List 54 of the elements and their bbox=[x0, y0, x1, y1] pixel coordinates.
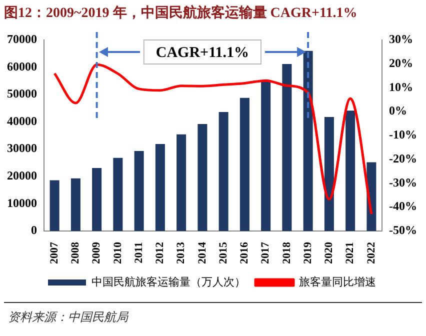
bar bbox=[50, 180, 60, 231]
x-tick-label: 2014 bbox=[196, 242, 208, 264]
x-tick-label: 2008 bbox=[70, 242, 82, 264]
bar bbox=[324, 116, 334, 231]
y2-tick-label: -50% bbox=[389, 223, 418, 238]
bar bbox=[155, 144, 165, 231]
annotation: CAGR+11.1% bbox=[156, 44, 250, 61]
y2-tick-label: 10% bbox=[389, 80, 414, 94]
x-tick-label: 2017 bbox=[260, 242, 272, 264]
x-tick-label: 2022 bbox=[365, 242, 378, 264]
y-tick-label: 10000 bbox=[7, 196, 37, 210]
x-tick-label: 2013 bbox=[175, 242, 188, 264]
bar bbox=[261, 80, 271, 231]
y2-tick-label: 20% bbox=[389, 56, 414, 70]
y-tick-label: 30000 bbox=[7, 141, 37, 156]
y-tick-label: 60000 bbox=[7, 59, 37, 74]
y-tick-label: 0 bbox=[31, 223, 37, 238]
x-tick-label: 2011 bbox=[132, 242, 145, 264]
bar bbox=[92, 168, 102, 231]
bar bbox=[303, 50, 313, 231]
bar bbox=[70, 178, 80, 231]
chart-title: 图12：2009~2019 年，中国民航旅客运输量 CAGR+11.1% bbox=[4, 4, 358, 22]
x-tick-label: 2016 bbox=[238, 242, 251, 264]
x-tick-label: 2020 bbox=[323, 242, 336, 264]
x-tick-label: 2010 bbox=[112, 242, 124, 264]
x-tick-label: 2007 bbox=[48, 242, 60, 264]
bar bbox=[134, 151, 144, 231]
y2-tick-label: 0% bbox=[389, 104, 408, 118]
y2-tick-label: -20% bbox=[389, 151, 418, 166]
y2-tick-label: -30% bbox=[389, 175, 418, 190]
text: 资料来源：中国民航局 bbox=[8, 309, 128, 326]
line-series bbox=[53, 63, 373, 216]
bar bbox=[176, 134, 186, 231]
bar bbox=[198, 124, 208, 231]
y-tick-label: 70000 bbox=[7, 32, 37, 46]
x-tick-label: 2012 bbox=[154, 242, 166, 264]
y-tick-label: 20000 bbox=[7, 168, 37, 183]
bar bbox=[346, 110, 356, 231]
x-tick-label: 2015 bbox=[217, 242, 230, 264]
legend-label: 中国民航旅客运输量（万人次） bbox=[92, 275, 246, 288]
y-tick-label: 40000 bbox=[7, 114, 37, 128]
bar bbox=[240, 98, 250, 231]
y2-tick-label: -10% bbox=[389, 128, 418, 142]
y2-tick-label: 30% bbox=[389, 32, 414, 46]
x-tick-label: 2021 bbox=[344, 242, 356, 264]
bar bbox=[113, 158, 123, 231]
x-tick-label: 2009 bbox=[90, 242, 103, 264]
y-tick-label: 50000 bbox=[7, 86, 37, 101]
bar bbox=[218, 112, 228, 231]
x-tick-label: 2019 bbox=[302, 242, 314, 264]
y2-tick-label: -40% bbox=[389, 199, 418, 214]
x-tick-label: 2018 bbox=[280, 242, 293, 264]
bar bbox=[282, 64, 292, 231]
legend-label: 旅客量同比增速 bbox=[299, 275, 376, 288]
